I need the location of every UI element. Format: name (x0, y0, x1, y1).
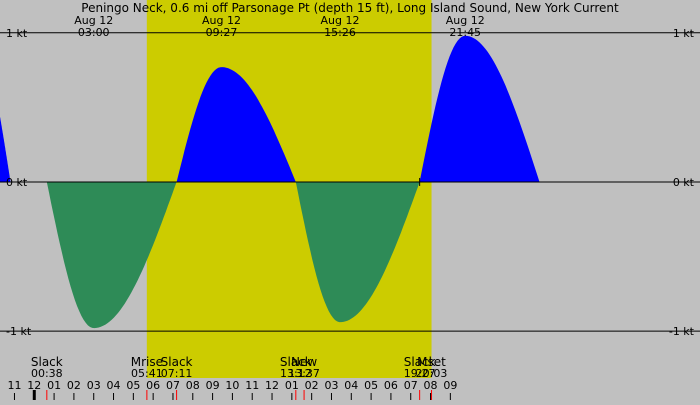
flood-area (419, 35, 540, 182)
x-tick-label: 07 (166, 379, 180, 392)
y-tick-label-right: 1 kt (673, 27, 695, 40)
bottom-event-label: Mrise (131, 355, 163, 369)
x-tick-label: 12 (265, 379, 279, 392)
gridlines (0, 32, 700, 332)
top-event-date: Aug 12 (74, 14, 113, 27)
chart-title: Peningo Neck, 0.6 mi off Parsonage Pt (d… (81, 1, 619, 15)
top-event-date: Aug 12 (321, 14, 360, 27)
flood-area (176, 67, 296, 182)
bottom-event-label: Slack (161, 355, 193, 369)
x-tick-label: 03 (324, 379, 338, 392)
top-event-time: 15:26 (324, 26, 356, 39)
y-axis-labels: 1 kt 1 kt 0 kt 0 kt -1 kt -1 kt (6, 27, 695, 338)
y-tick-label-left: 1 kt (6, 27, 28, 40)
bottom-event-time: 07:11 (161, 367, 193, 380)
x-tick-label: 09 (206, 379, 220, 392)
bottom-event-time: 00:38 (31, 367, 63, 380)
x-tick-label: 08 (424, 379, 438, 392)
bottom-event-label: Mset (417, 355, 446, 369)
x-tick-label: 09 (443, 379, 457, 392)
ebb-area (295, 182, 420, 323)
y-tick-label-right: -1 kt (669, 325, 695, 338)
y-tick-label-right: 0 kt (673, 176, 695, 189)
top-event-time: 03:00 (78, 26, 110, 39)
top-event-date: Aug 12 (202, 14, 241, 27)
current-areas (0, 35, 540, 329)
x-tick-label: 12 (27, 379, 41, 392)
x-tick-label: 05 (126, 379, 140, 392)
x-tick-label: 08 (186, 379, 200, 392)
bottom-event-label: Slack (280, 355, 312, 369)
bottom-event-time: 19:27 (404, 367, 436, 380)
x-tick-label: 02 (67, 379, 81, 392)
top-event-time: 21:45 (449, 26, 481, 39)
bottom-event-time: 13:12 (280, 367, 312, 380)
x-tick-label: 03 (87, 379, 101, 392)
x-tick-label: 11 (7, 379, 21, 392)
bottom-event-time: 13:37 (288, 367, 320, 380)
x-tick-label: 02 (305, 379, 319, 392)
x-tick-label: 04 (107, 379, 121, 392)
y-tick-label-left: 0 kt (6, 176, 28, 189)
flood-area (0, 116, 11, 182)
x-tick-label: 11 (245, 379, 259, 392)
top-event-time: 09:27 (206, 26, 238, 39)
bottom-event-time: 20:03 (416, 367, 448, 380)
x-tick-label: 10 (225, 379, 239, 392)
x-tick-label: 06 (146, 379, 160, 392)
bottom-event-label: Slack (404, 355, 436, 369)
ebb-area (46, 182, 177, 329)
bottom-event-label: Slack (31, 355, 63, 369)
x-axis: 11 12 01 02 03 04 05 06 07 08 09 10 11 12 01 02 03 04 05 06… (7, 379, 457, 400)
bottom-event-labels: Slack00:38Mrise05:41Slack07:11Slack13:12… (31, 355, 447, 400)
x-tick-label: 06 (384, 379, 398, 392)
y-tick-label-left: -1 kt (6, 325, 32, 338)
current-time-marker (415, 177, 424, 186)
x-tick-label: 01 (47, 379, 61, 392)
bottom-event-label: New (291, 355, 317, 369)
x-tick-label: 04 (344, 379, 358, 392)
x-tick-label: 07 (404, 379, 418, 392)
top-event-date: Aug 12 (446, 14, 485, 27)
x-tick-label: 01 (285, 379, 299, 392)
bottom-event-time: 05:41 (131, 367, 163, 380)
x-tick-label: 05 (364, 379, 378, 392)
